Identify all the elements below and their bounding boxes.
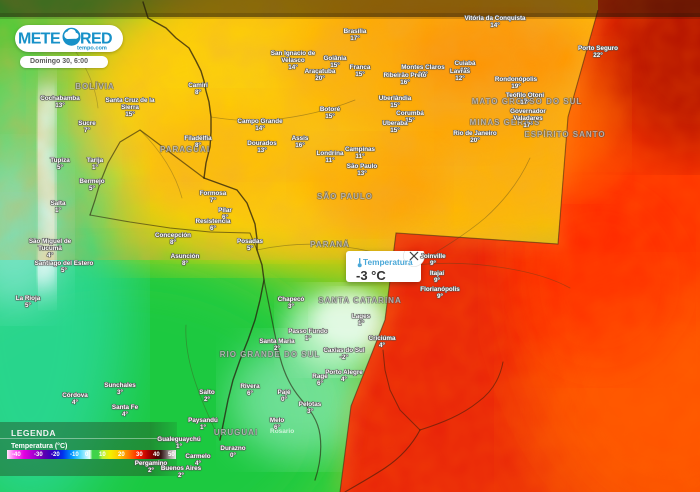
svg-text:METE: METE [18, 31, 61, 48]
svg-text:tempo.com: tempo.com [77, 45, 107, 51]
